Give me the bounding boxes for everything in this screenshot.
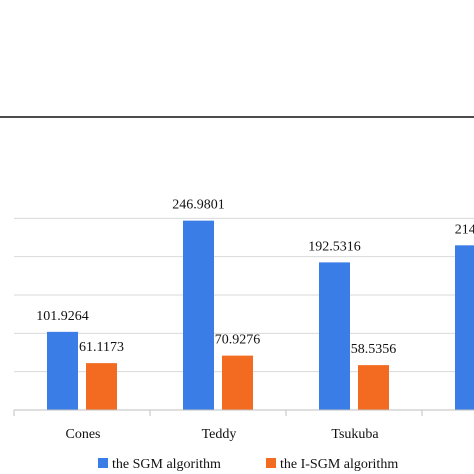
data-label: 246.9801 (172, 198, 225, 213)
bars (47, 220, 474, 410)
legend-label: the SGM algorithm (112, 457, 221, 472)
legend: the SGM algorithm the I-SGM algorithm (98, 457, 398, 472)
bar-the-i-sgm-algorithm (86, 363, 117, 410)
data-label: 58.5356 (351, 342, 397, 357)
bar-the-sgm-algorithm (47, 331, 78, 410)
data-label: 192.5316 (308, 239, 361, 254)
bar-the-i-sgm-algorithm (222, 355, 253, 410)
bar-the-i-sgm-algorithm (358, 365, 389, 410)
bar-the-sgm-algorithm (319, 262, 350, 410)
bar-the-sgm-algorithm (455, 245, 474, 410)
data-label: 214.8 (455, 222, 474, 237)
x-tick-label: Cones (66, 427, 101, 442)
legend-swatch (266, 458, 276, 468)
x-tick-label: Tsukuba (331, 427, 379, 442)
bar-the-sgm-algorithm (183, 220, 214, 410)
x-tick-label: Teddy (202, 427, 237, 442)
x-axis: ConesTeddyTsukubaV (13, 409, 474, 442)
legend-label: the I-SGM algorithm (280, 457, 398, 472)
data-label: 70.9276 (215, 333, 261, 348)
legend-swatch (98, 458, 108, 468)
data-labels: 101.9264 246.9801 192.5316 214.8 61.1173 70.9… (36, 198, 474, 357)
data-label: 61.1173 (79, 340, 124, 355)
data-label: 101.9264 (36, 309, 89, 324)
